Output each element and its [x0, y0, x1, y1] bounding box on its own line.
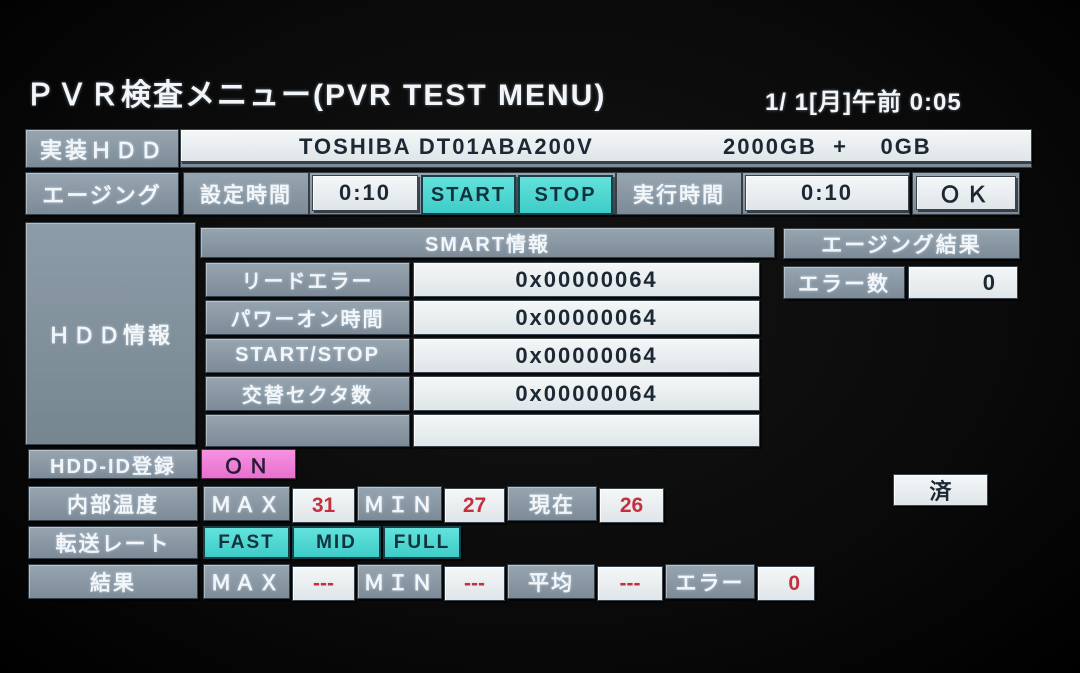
rate-fast-button[interactable]: FAST [203, 526, 290, 559]
temp-current-value: 26 [599, 488, 664, 523]
transfer-rate-label: 転送レート [28, 526, 198, 559]
internal-temp-label: 内部温度 [28, 486, 198, 521]
result-min-label: ＭＩＮ [357, 564, 442, 599]
smart-row-value [413, 414, 760, 447]
result-min-value: --- [444, 566, 505, 601]
temp-min-value: 27 [444, 488, 505, 523]
result-avg-label: 平均 [507, 564, 595, 599]
result-label: 結果 [28, 564, 198, 599]
aging-label: エージング [25, 172, 179, 215]
aging-result-header: エージング結果 [783, 228, 1020, 259]
page-title: ＰＶＲ検査メニュー(PVR TEST MENU) [25, 79, 607, 112]
smart-row-label: パワーオン時間 [205, 300, 410, 335]
temp-max-value: 31 [292, 488, 355, 523]
error-count-label: エラー数 [783, 266, 905, 299]
stop-button[interactable]: STOP [518, 175, 613, 215]
set-time-label: 設定時間 [184, 173, 310, 214]
hdd-model: TOSHIBA DT01ABA200V [299, 134, 594, 159]
temp-current-label: 現在 [507, 486, 597, 521]
result-max-value: --- [292, 566, 355, 601]
rate-mid-button[interactable]: MID [292, 526, 381, 559]
ok-bar: ＯＫ [912, 172, 1020, 215]
temp-max-label: ＭＡＸ [203, 486, 290, 521]
result-avg-value: --- [597, 566, 663, 601]
error-count-value: 0 [908, 266, 1018, 299]
result-error-label: エラー [665, 564, 755, 599]
smart-row-label: START/STOP [205, 338, 410, 373]
smart-row-value: 0x00000064 [413, 300, 760, 335]
smart-row-value: 0x00000064 [413, 262, 760, 297]
ok-button[interactable]: ＯＫ [916, 176, 1016, 210]
set-time-value[interactable]: 0:10 [312, 175, 418, 211]
smart-row-value: 0x00000064 [413, 376, 760, 411]
hdd-info-panel-label: ＨＤＤ情報 [47, 322, 173, 348]
datetime-display: 1/ 1[月]午前 0:05 [765, 89, 962, 116]
done-badge: 済 [893, 474, 988, 506]
smart-row-label [205, 414, 410, 447]
smart-info-header: SMART情報 [200, 227, 775, 258]
hdd-id-on-button[interactable]: ＯＮ [201, 449, 296, 479]
installed-hdd-value-cell: TOSHIBA DT01ABA200V 2000GB + 0GB [180, 129, 1032, 162]
smart-row-label: リードエラー [205, 262, 410, 297]
start-button[interactable]: START [421, 175, 516, 215]
result-error-value: 0 [757, 566, 815, 601]
temp-min-label: ＭＩＮ [357, 486, 442, 521]
hdd-capacity: 2000GB + 0GB [723, 134, 932, 159]
smart-row-label: 交替セクタ数 [205, 376, 410, 411]
installed-hdd-label: 実装ＨＤＤ [25, 129, 179, 168]
hdd-id-registration-label: HDD-ID登録 [28, 449, 198, 479]
rate-full-button[interactable]: FULL [383, 526, 461, 559]
result-max-label: ＭＡＸ [203, 564, 290, 599]
run-time-value: 0:10 [745, 175, 909, 211]
hdd-info-panel: ＨＤＤ情報 [25, 222, 196, 445]
run-time-label: 実行時間 [615, 173, 743, 214]
aging-bar: 設定時間 0:10 START STOP 実行時間 0:10 [183, 172, 910, 215]
smart-row-value: 0x00000064 [413, 338, 760, 373]
